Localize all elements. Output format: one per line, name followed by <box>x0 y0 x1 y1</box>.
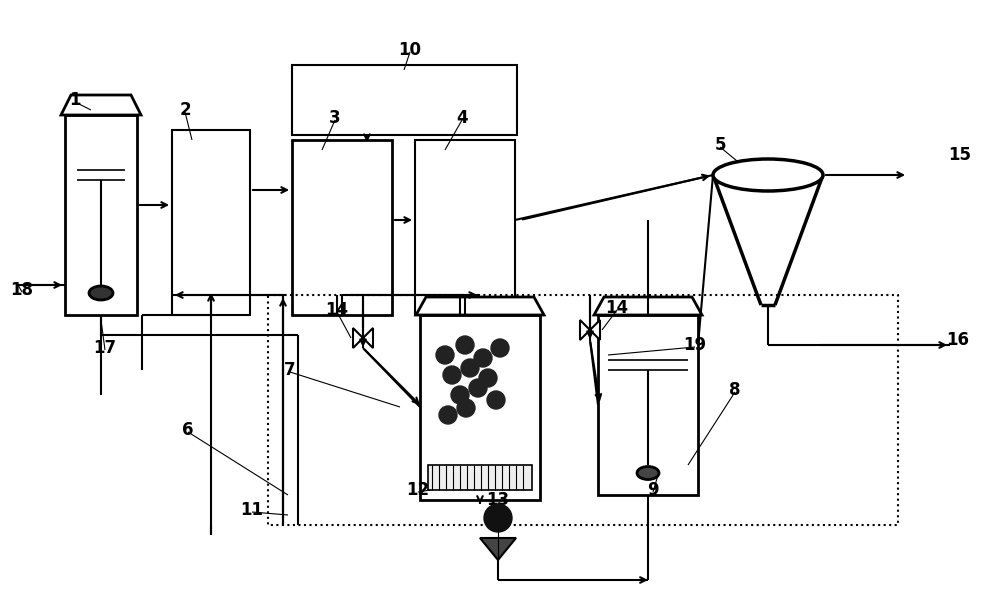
Circle shape <box>491 339 509 357</box>
Text: 6: 6 <box>182 421 194 439</box>
Bar <box>172 130 250 315</box>
Bar <box>415 140 515 315</box>
Circle shape <box>436 346 454 364</box>
Circle shape <box>443 366 461 384</box>
Text: 11: 11 <box>240 501 264 519</box>
Bar <box>420 315 540 500</box>
Text: 15: 15 <box>948 146 972 164</box>
Text: 12: 12 <box>406 481 430 499</box>
Polygon shape <box>61 95 141 115</box>
Ellipse shape <box>637 467 659 480</box>
Text: 8: 8 <box>729 381 741 399</box>
Text: 18: 18 <box>10 281 34 299</box>
Circle shape <box>461 359 479 377</box>
Text: 16: 16 <box>946 331 970 349</box>
Text: 1: 1 <box>69 91 81 109</box>
Text: 2: 2 <box>179 101 191 119</box>
Polygon shape <box>580 320 600 340</box>
Circle shape <box>487 391 505 409</box>
Ellipse shape <box>89 286 113 300</box>
Text: 7: 7 <box>284 361 296 379</box>
Text: 14: 14 <box>605 299 629 317</box>
Ellipse shape <box>713 159 823 191</box>
Text: 4: 4 <box>456 109 468 127</box>
Text: 13: 13 <box>486 491 510 509</box>
Text: 3: 3 <box>329 109 341 127</box>
Circle shape <box>457 399 475 417</box>
Text: 10: 10 <box>398 41 422 59</box>
Polygon shape <box>416 297 544 315</box>
Circle shape <box>474 349 492 367</box>
Bar <box>65 115 137 315</box>
Polygon shape <box>353 328 373 348</box>
Text: 19: 19 <box>683 336 707 354</box>
Text: 17: 17 <box>93 339 117 357</box>
Bar <box>268 295 898 525</box>
Bar <box>292 65 517 135</box>
Text: 14: 14 <box>325 301 349 319</box>
Circle shape <box>439 406 457 424</box>
Circle shape <box>451 386 469 404</box>
Text: 5: 5 <box>714 136 726 154</box>
Bar <box>292 140 392 315</box>
Text: 9: 9 <box>647 481 659 499</box>
Bar <box>428 465 532 490</box>
Circle shape <box>484 504 512 532</box>
Polygon shape <box>594 297 702 315</box>
Circle shape <box>456 336 474 354</box>
Circle shape <box>479 369 497 387</box>
Bar <box>598 315 698 495</box>
Circle shape <box>469 379 487 397</box>
Polygon shape <box>480 538 516 560</box>
